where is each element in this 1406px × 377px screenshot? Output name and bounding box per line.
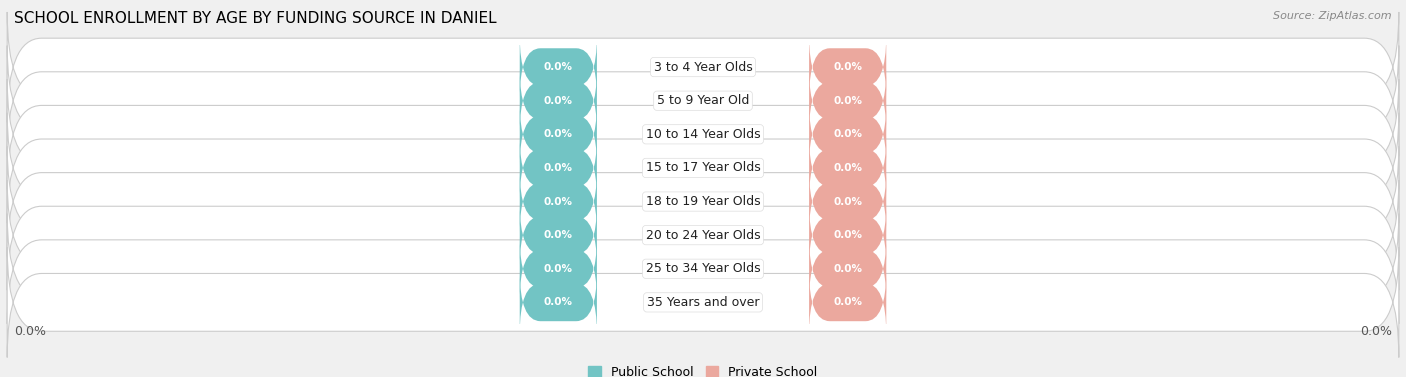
FancyBboxPatch shape (808, 69, 886, 132)
Text: 0.0%: 0.0% (14, 325, 46, 338)
FancyBboxPatch shape (7, 214, 1399, 324)
Text: 0.0%: 0.0% (544, 297, 572, 307)
Text: SCHOOL ENROLLMENT BY AGE BY FUNDING SOURCE IN DANIEL: SCHOOL ENROLLMENT BY AGE BY FUNDING SOUR… (14, 11, 496, 26)
Legend: Public School, Private School: Public School, Private School (588, 366, 818, 377)
FancyBboxPatch shape (808, 237, 886, 300)
FancyBboxPatch shape (520, 136, 598, 199)
Text: 0.0%: 0.0% (834, 196, 862, 207)
FancyBboxPatch shape (7, 146, 1399, 257)
Text: 0.0%: 0.0% (544, 196, 572, 207)
Text: 0.0%: 0.0% (544, 129, 572, 139)
FancyBboxPatch shape (520, 204, 598, 267)
Text: 0.0%: 0.0% (834, 264, 862, 274)
FancyBboxPatch shape (520, 69, 598, 132)
Text: 0.0%: 0.0% (544, 264, 572, 274)
FancyBboxPatch shape (7, 46, 1399, 156)
FancyBboxPatch shape (520, 237, 598, 300)
Text: 0.0%: 0.0% (834, 96, 862, 106)
FancyBboxPatch shape (7, 180, 1399, 290)
Text: 0.0%: 0.0% (1360, 325, 1392, 338)
FancyBboxPatch shape (520, 35, 598, 99)
Text: 20 to 24 Year Olds: 20 to 24 Year Olds (645, 228, 761, 242)
Text: 0.0%: 0.0% (544, 96, 572, 106)
Text: 0.0%: 0.0% (544, 163, 572, 173)
Text: 3 to 4 Year Olds: 3 to 4 Year Olds (654, 61, 752, 74)
Text: 25 to 34 Year Olds: 25 to 34 Year Olds (645, 262, 761, 275)
FancyBboxPatch shape (520, 103, 598, 166)
Text: 18 to 19 Year Olds: 18 to 19 Year Olds (645, 195, 761, 208)
Text: 0.0%: 0.0% (834, 297, 862, 307)
Text: 0.0%: 0.0% (834, 163, 862, 173)
FancyBboxPatch shape (808, 103, 886, 166)
Text: 15 to 17 Year Olds: 15 to 17 Year Olds (645, 161, 761, 175)
Text: 0.0%: 0.0% (834, 129, 862, 139)
Text: 0.0%: 0.0% (834, 230, 862, 240)
Text: 0.0%: 0.0% (834, 62, 862, 72)
Text: Source: ZipAtlas.com: Source: ZipAtlas.com (1274, 11, 1392, 21)
FancyBboxPatch shape (7, 79, 1399, 189)
Text: 10 to 14 Year Olds: 10 to 14 Year Olds (645, 128, 761, 141)
FancyBboxPatch shape (808, 136, 886, 199)
FancyBboxPatch shape (808, 271, 886, 334)
FancyBboxPatch shape (7, 113, 1399, 223)
Text: 0.0%: 0.0% (544, 230, 572, 240)
FancyBboxPatch shape (808, 35, 886, 99)
Text: 35 Years and over: 35 Years and over (647, 296, 759, 309)
Text: 5 to 9 Year Old: 5 to 9 Year Old (657, 94, 749, 107)
FancyBboxPatch shape (7, 12, 1399, 122)
Text: 0.0%: 0.0% (544, 62, 572, 72)
FancyBboxPatch shape (808, 170, 886, 233)
FancyBboxPatch shape (7, 247, 1399, 357)
FancyBboxPatch shape (520, 170, 598, 233)
FancyBboxPatch shape (808, 204, 886, 267)
FancyBboxPatch shape (520, 271, 598, 334)
